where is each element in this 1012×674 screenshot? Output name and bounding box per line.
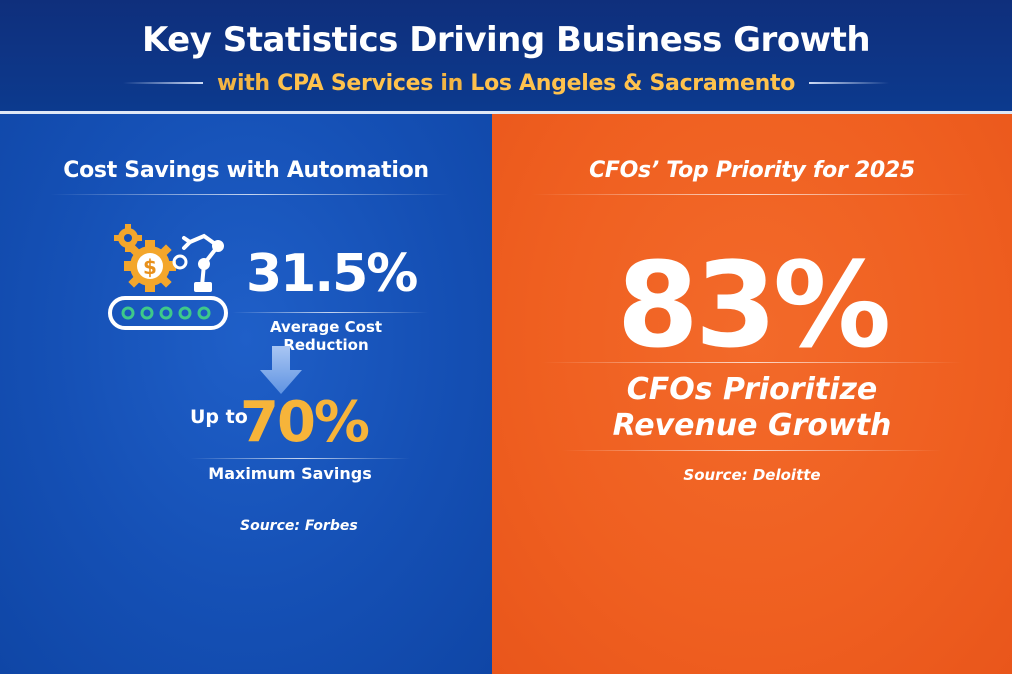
cost-savings-title: Cost Savings with Automation [63,158,429,183]
deloitte-source: Source: Deloitte [683,466,821,484]
down-arrow-icon [260,346,302,394]
maximum-savings-value: 70% [240,390,370,455]
up-to-label: Up to [190,406,248,428]
forbes-source: Source: Forbes [240,518,358,534]
svg-text:$: $ [143,255,157,279]
cfo-priority-title: CFOs’ Top Priority for 2025 [589,158,915,183]
maximum-savings-label: Maximum Savings [208,464,372,483]
cost-savings-title-divider [50,194,450,195]
subtitle-divider-left [122,82,203,84]
stat-divider [232,312,428,313]
subtitle-highlight-locations: Los Angeles & Sacramento [470,70,796,96]
page-subtitle: with CPA Services in Los Angeles & Sacra… [217,71,795,96]
dollar-gear-icon: $ [124,240,176,292]
subtitle-highlight-services: CPA Services [277,70,434,96]
cfo-priority-panel: CFOs’ Top Priority for 2025 83% CFOs Pri… [492,114,1012,674]
max-savings-divider [190,458,410,459]
robotic-arm-icon [172,233,224,292]
subtitle-row: with CPA Services in Los Angeles & Sacra… [0,66,1012,100]
cfo-text-divider [562,450,942,451]
average-cost-reduction-label: Average Cost Reduction [269,318,383,354]
subtitle-divider-right [809,82,890,84]
cfo-stat-divider [542,362,962,363]
page-title: Key Statistics Driving Business Growth [141,20,871,60]
conveyor-belt-icon [108,296,228,330]
cfo-description: CFOs Prioritize Revenue Growth [492,372,1012,444]
subtitle-mid: in [433,70,471,96]
subtitle-prefix: with [216,70,278,96]
header-banner: Key Statistics Driving Business Growth w… [0,0,1012,114]
cost-savings-panel: Cost Savings with Automation $ [0,114,492,674]
automation-robot-icon: $ [108,224,228,330]
cfo-description-line2: Revenue Growth [612,408,892,443]
cfo-description-line1: CFOs Prioritize [626,372,878,407]
average-cost-reduction-value: 31.5% [246,244,418,304]
cfo-title-divider [532,194,972,195]
gear-icon [114,224,142,252]
cfo-percentage-value: 83% [616,236,891,374]
